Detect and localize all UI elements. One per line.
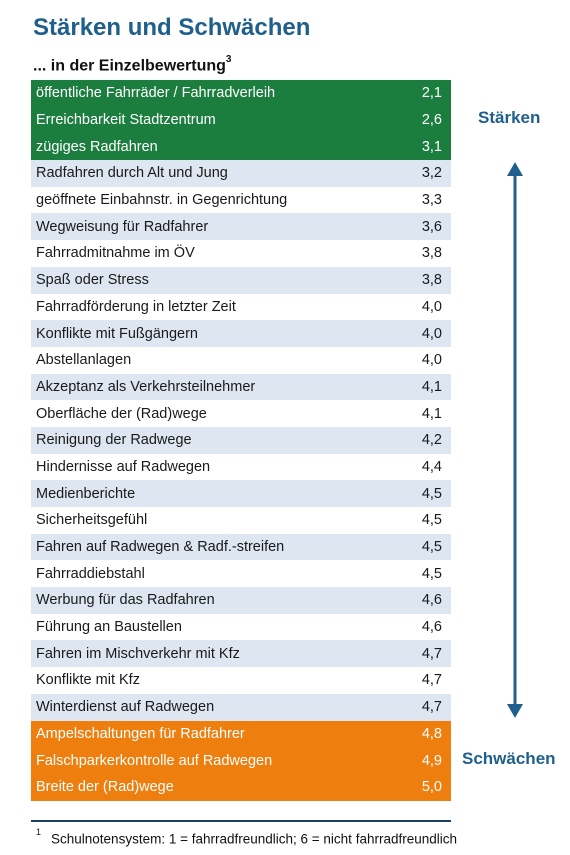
row-label: Führung an Baustellen [36,619,182,636]
strengths-label: Stärken [478,108,541,127]
table-row: Fahrraddiebstahl 4,5 [31,560,451,588]
row-label: zügiges Radfahren [36,138,158,155]
table-row: öffentliche Fahrräder / Fahrradverleih 2,… [31,80,451,107]
weaknesses-label: Schwächen [462,749,556,768]
row-label: Konflikte mit Kfz [36,672,140,689]
row-value: 3,3 [421,192,442,209]
row-label: geöffnete Einbahnstr. in Gegenrichtung [36,192,288,209]
row-value: 4,0 [421,298,442,315]
row-label: Fahrradmitnahme im ÖV [36,245,195,262]
row-value: 4,7 [421,672,442,689]
table-row: Hindernisse auf Radwegen 4,4 [31,453,451,481]
row-value: 4,6 [421,619,442,636]
row-label: Radfahren durch Alt und Jung [36,165,228,182]
table-row: Winterdienst auf Radwegen 4,7 [31,693,451,721]
row-label: Falschparkerkontrolle auf Radwegen [36,752,273,769]
table-row: Fahrradmitnahme im ÖV 3,8 [31,240,451,267]
row-value: 2,6 [421,112,442,129]
footnote-text: Schulnotensystem: 1 = fahrradfreundlich;… [51,831,457,847]
table-row: Akzeptanz als Verkehrsteilnehmer 4,1 [31,373,451,401]
row-value: 4,5 [421,512,442,529]
table-row: Sicherheitsgefühl 4,5 [31,507,451,534]
table-row: Fahrradförderung in letzter Zeit 4,0 [31,293,451,321]
page-subtitle: ... in der Einzelbewertung3 [33,54,232,75]
table-row: Konflikte mit Kfz 4,7 [31,667,451,694]
row-value: 3,6 [421,218,442,235]
row-label: Fahren auf Radwegen & Radf.-streifen [36,539,285,556]
row-value: 4,1 [421,378,442,395]
table-row: Fahren auf Radwegen & Radf.-streifen 4,5 [31,533,451,561]
row-label: Fahren im Mischverkehr mit Kfz [36,645,240,662]
row-label: Abstellanlagen [36,352,132,369]
table-row: Radfahren durch Alt und Jung 3,2 [31,160,451,187]
row-label: Reinigung der Radwege [36,432,192,449]
footnote: 1 Schulnotensystem: 1 = fahrradfreundlich… [36,827,457,847]
footnote-marker: 1 [36,827,42,837]
row-value: 3,8 [421,245,442,262]
row-value: 3,2 [421,165,442,182]
table-row: zügiges Radfahren 3,1 [31,133,451,161]
row-value: 4,4 [421,458,442,475]
table-row: Erreichbarkeit Stadtzentrum 2,6 [31,106,451,134]
rating-table: öffentliche Fahrräder / Fahrradverleih 2,… [31,80,451,801]
table-row: Führung an Baustellen 4,6 [31,613,451,641]
table-row: Konflikte mit Fußgängern 4,0 [31,320,451,347]
row-value: 4,5 [421,539,442,556]
row-label: Ampelschaltungen für Radfahrer [36,725,245,742]
table-row: Medienberichte 4,5 [31,480,451,507]
table-row: Breite der (Rad)wege 5,0 [31,773,451,801]
row-label: Breite der (Rad)wege [36,779,174,796]
row-value: 4,8 [421,725,442,742]
row-value: 2,1 [421,85,442,102]
row-value: 4,0 [421,325,442,342]
row-label: öffentliche Fahrräder / Fahrradverleih [36,85,276,102]
row-label: Wegweisung für Radfahrer [36,218,209,235]
row-label: Hindernisse auf Radwegen [36,458,211,475]
footer-divider [31,820,451,822]
row-value: 4,7 [421,699,442,716]
row-label: Medienberichte [36,485,136,502]
table-row: Abstellanlagen 4,0 [31,346,451,374]
row-label: Konflikte mit Fußgängern [36,325,198,342]
row-label: Winterdienst auf Radwegen [36,699,215,716]
table-row: Spaß oder Stress 3,8 [31,266,451,294]
subtitle-footnote-marker: 3 [225,54,232,65]
double-arrow-icon [504,162,526,718]
row-value: 3,1 [421,138,442,155]
subtitle-text: ... in der Einzelbewertung [33,57,226,75]
row-label: Werbung für das Radfahren [36,592,215,609]
table-row: Falschparkerkontrolle auf Radwegen 4,9 [31,747,451,774]
table-row: Oberfläche der (Rad)wege 4,1 [31,400,451,427]
row-value: 4,7 [421,645,442,662]
page-title: Stärken und Schwächen [33,14,311,41]
row-value: 4,5 [421,485,442,502]
row-label: Akzeptanz als Verkehrsteilnehmer [36,378,256,395]
row-value: 5,0 [421,779,442,796]
table-row: Reinigung der Radwege 4,2 [31,426,451,454]
row-value: 4,0 [421,352,442,369]
row-value: 4,1 [421,405,442,422]
table-row: geöffnete Einbahnstr. in Gegenrichtung 3,… [31,186,451,214]
table-row: Werbung für das Radfahren 4,6 [31,587,451,614]
row-value: 4,9 [421,752,442,769]
row-label: Sicherheitsgefühl [36,512,148,529]
row-label: Oberfläche der (Rad)wege [36,405,207,422]
table-row: Fahren im Mischverkehr mit Kfz 4,7 [31,640,451,668]
row-value: 4,6 [421,592,442,609]
row-label: Fahrraddiebstahl [36,565,145,582]
table-row: Ampelschaltungen für Radfahrer 4,8 [31,720,451,748]
row-value: 3,8 [421,272,442,289]
row-label: Fahrradförderung in letzter Zeit [36,298,236,315]
row-value: 4,2 [421,432,442,449]
row-value: 4,5 [421,565,442,582]
row-label: Erreichbarkeit Stadtzentrum [36,112,216,129]
row-label: Spaß oder Stress [36,272,149,289]
table-row: Wegweisung für Radfahrer 3,6 [31,213,451,241]
